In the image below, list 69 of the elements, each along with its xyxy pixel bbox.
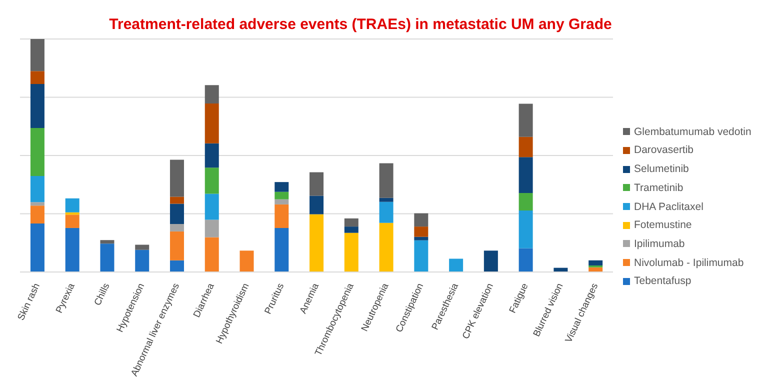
- bar: [379, 222, 394, 272]
- bar: [204, 85, 219, 104]
- legend-label: Ipilimumab: [634, 238, 685, 250]
- bar: [65, 214, 80, 228]
- chart-title: Treatment-related adverse events (TRAEs) in metastatic UM any Grade: [108, 15, 613, 33]
- bar: [30, 71, 44, 84]
- legend-label: DHA Paclitaxel: [634, 200, 704, 212]
- bar: [274, 204, 289, 228]
- legend-label: Tebentafusp: [634, 275, 692, 288]
- bar: [379, 198, 394, 202]
- bar: [344, 226, 358, 233]
- bar: [414, 240, 428, 272]
- bar: [30, 202, 44, 206]
- bar: [135, 244, 150, 250]
- bar: [449, 258, 464, 272]
- bar: [204, 237, 219, 272]
- legend-label: Darovasertib: [634, 144, 694, 156]
- bar: [170, 196, 184, 204]
- bar: [30, 224, 44, 272]
- legend-label: Nivolumab - Ipilimumab: [634, 256, 744, 269]
- bar: [310, 172, 324, 196]
- bar: [170, 260, 184, 272]
- bar: [414, 226, 428, 237]
- bar: [414, 213, 428, 227]
- bar: [588, 260, 603, 266]
- bar: [240, 250, 254, 272]
- legend-label: Fotemustine: [634, 219, 692, 232]
- bar: [204, 194, 219, 220]
- bar: [100, 244, 114, 272]
- bar: [518, 104, 533, 137]
- bar: [170, 160, 184, 197]
- bar: [344, 218, 358, 227]
- bar: [204, 104, 219, 144]
- bar: [344, 232, 358, 272]
- x-tick-label: Chills: [92, 281, 112, 308]
- bar: [170, 204, 184, 224]
- bar: [135, 250, 150, 272]
- bar: [379, 163, 394, 198]
- bar: [30, 206, 44, 224]
- bar: [204, 168, 219, 194]
- legend-label: Selumetinib: [634, 163, 689, 176]
- bar: [414, 236, 428, 240]
- bar: [30, 84, 44, 128]
- bar: [484, 250, 498, 272]
- bar: [518, 248, 533, 272]
- bar: [30, 39, 44, 72]
- bar: [170, 224, 184, 232]
- bar: [274, 199, 289, 204]
- bar: [30, 128, 44, 176]
- bar: [204, 220, 219, 238]
- bar: [274, 182, 289, 192]
- bar: [518, 193, 533, 210]
- bar: [518, 210, 533, 248]
- legend-label: Glembatumumab vedotin: [634, 126, 752, 138]
- bar: [518, 136, 533, 158]
- legend-label: Trametinib: [634, 182, 684, 194]
- bar: [274, 228, 289, 272]
- bar: [310, 214, 324, 272]
- bar: [65, 228, 80, 272]
- bar: [170, 231, 184, 260]
- x-tick-label: Skin rash: [16, 282, 42, 322]
- bar: [65, 198, 80, 212]
- bar: [30, 176, 44, 202]
- bar: [518, 157, 533, 194]
- bar: [379, 202, 394, 223]
- bar: [100, 240, 114, 244]
- bar: [204, 143, 219, 168]
- bar: [310, 196, 324, 214]
- bar: [274, 192, 289, 200]
